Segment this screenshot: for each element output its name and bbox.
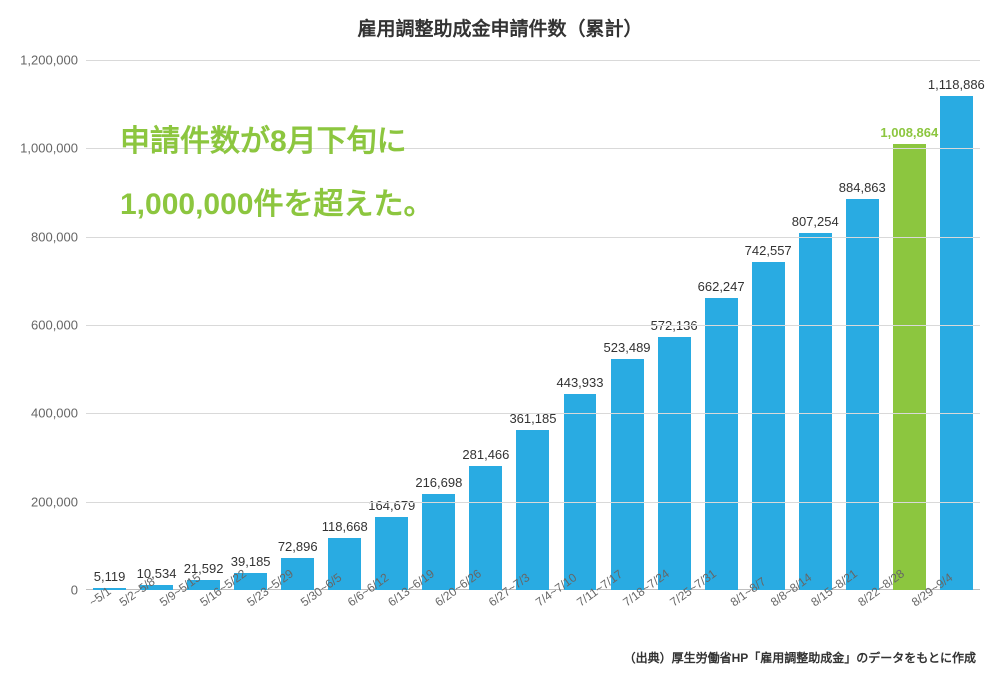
chart-root: 雇用調整助成金申請件数（累計） 5,119~5/110,5345/2~5/821… — [0, 0, 1000, 680]
bar: 361,185 — [516, 430, 549, 590]
chart-title: 雇用調整助成金申請件数（累計） — [0, 14, 1000, 41]
bar: 1,118,886 — [940, 96, 973, 590]
bar: 742,557 — [752, 262, 785, 590]
bar: 807,254 — [799, 233, 832, 590]
bar-value-label: 443,933 — [556, 375, 603, 390]
bar: 662,247 — [705, 298, 738, 590]
bar-value-label: 39,185 — [231, 554, 271, 569]
gridline — [86, 502, 980, 503]
annotation-text: 申請件数が8月下旬に 1,000,000件を超えた。 — [120, 110, 433, 236]
bar-value-label: 523,489 — [604, 340, 651, 355]
bar: 1,008,864 — [893, 144, 926, 590]
bar-value-label: 118,668 — [322, 519, 368, 534]
bar-value-label: 884,863 — [839, 180, 886, 195]
gridline — [86, 237, 980, 238]
gridline — [86, 60, 980, 61]
bar-value-label: 742,557 — [745, 243, 792, 258]
ytick-label: 200,000 — [31, 494, 86, 509]
xtick-label: ~5/1 — [86, 584, 113, 609]
ytick-label: 0 — [71, 583, 86, 598]
ytick-label: 600,000 — [31, 318, 86, 333]
bar-value-label: 72,896 — [278, 539, 318, 554]
bar: 443,933 — [564, 394, 597, 590]
bar: 523,489 — [611, 359, 644, 590]
ytick-label: 1,200,000 — [20, 53, 86, 68]
bar-value-label: 1,008,864 — [880, 125, 938, 140]
bar-value-label: 1,118,886 — [928, 77, 985, 92]
bar: 884,863 — [846, 199, 879, 590]
bar-value-label: 281,466 — [462, 447, 509, 462]
bar-value-label: 5,119 — [94, 569, 126, 584]
ytick-label: 800,000 — [31, 229, 86, 244]
bar: 572,136 — [658, 337, 691, 590]
source-text: （出典）厚生労働省HP「雇用調整助成金」のデータをもとに作成 — [624, 649, 976, 666]
ytick-label: 1,000,000 — [20, 141, 86, 156]
ytick-label: 400,000 — [31, 406, 86, 421]
bar-value-label: 216,698 — [415, 475, 462, 490]
gridline — [86, 325, 980, 326]
gridline — [86, 413, 980, 414]
bar-value-label: 807,254 — [792, 214, 839, 229]
bar-value-label: 662,247 — [698, 279, 745, 294]
bar-value-label: 164,679 — [368, 498, 415, 513]
